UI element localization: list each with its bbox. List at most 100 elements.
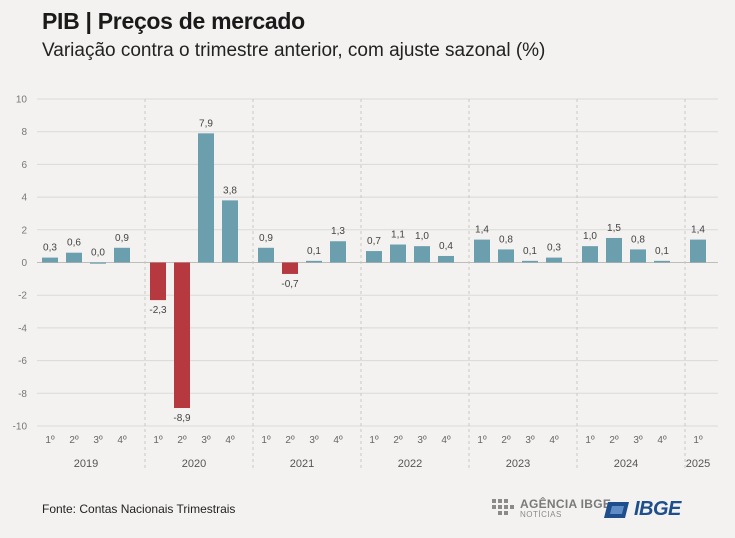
data-label: -0,7	[281, 279, 299, 290]
agencia-ibge-mark-icon	[492, 499, 514, 515]
year-label: 2023	[506, 458, 530, 470]
y-tick-label: 4	[21, 193, 27, 204]
quarter-label: 3º	[633, 435, 643, 446]
y-tick-label: -10	[13, 422, 28, 433]
bar	[546, 257, 562, 263]
agencia-ibge-logo: AGÊNCIA IBGE NOTÍCIAS	[490, 497, 611, 519]
bar	[114, 247, 130, 263]
data-label: 0,1	[655, 246, 669, 257]
quarter-label: 1º	[369, 435, 379, 446]
data-label: 0,1	[523, 246, 537, 257]
quarter-label: 2º	[609, 435, 619, 446]
data-label: 1,3	[331, 226, 345, 237]
y-tick-label: -8	[18, 389, 27, 400]
data-label: 1,4	[475, 225, 489, 236]
data-label: 0,0	[91, 248, 105, 259]
ibge-logo-text: IBGE	[634, 498, 681, 520]
quarter-label: 1º	[585, 435, 595, 446]
bar	[42, 257, 58, 263]
bar	[330, 241, 346, 263]
y-tick-label: 6	[21, 160, 27, 171]
y-tick-label: -2	[18, 291, 27, 302]
y-tick-label: -6	[18, 356, 27, 367]
quarter-label: 1º	[153, 435, 163, 446]
data-label: 0,9	[115, 233, 129, 244]
quarter-label: 4º	[333, 435, 343, 446]
bar	[606, 237, 622, 263]
data-label: 0,3	[547, 243, 561, 254]
quarter-label: 4º	[441, 435, 451, 446]
year-label: 2020	[182, 458, 206, 470]
chart-title: PIB | Preços de mercado	[42, 8, 305, 34]
quarter-label: 2º	[393, 435, 403, 446]
y-tick-label: 8	[21, 127, 27, 138]
bar	[414, 246, 430, 263]
quarter-label: 2º	[501, 435, 511, 446]
y-tick-label: -4	[18, 323, 27, 334]
quarter-label: 2º	[285, 435, 295, 446]
data-label: 0,9	[259, 233, 273, 244]
quarter-label: 3º	[93, 435, 103, 446]
quarter-label: 3º	[417, 435, 427, 446]
data-label: 0,6	[67, 238, 81, 249]
quarter-label: 4º	[117, 435, 127, 446]
data-label: -2,3	[149, 305, 167, 316]
year-label: 2024	[614, 458, 638, 470]
source-note: Fonte: Contas Nacionais Trimestrais	[42, 502, 236, 516]
quarter-label: 4º	[225, 435, 235, 446]
ibge-mark-icon	[604, 501, 629, 518]
data-label: 1,0	[583, 231, 597, 242]
data-label: -8,9	[173, 413, 191, 424]
quarter-label: 2º	[69, 435, 79, 446]
data-label: 1,4	[691, 225, 705, 236]
data-label: 1,1	[391, 230, 405, 241]
quarter-label: 4º	[657, 435, 667, 446]
y-tick-label: 10	[16, 95, 28, 106]
bar	[150, 262, 166, 301]
bar	[66, 252, 82, 263]
year-label: 2019	[74, 458, 98, 470]
data-label: 7,9	[199, 118, 213, 129]
bar	[306, 260, 322, 263]
bar	[498, 249, 514, 263]
quarter-label: 1º	[477, 435, 487, 446]
bar	[390, 244, 406, 263]
bar	[366, 251, 382, 263]
bar	[258, 247, 274, 263]
data-label: 1,0	[415, 231, 429, 242]
quarter-label: 1º	[693, 435, 703, 446]
bar	[582, 246, 598, 263]
bar	[282, 262, 298, 274]
data-label: 3,8	[223, 185, 237, 196]
year-label: 2025	[686, 458, 710, 470]
quarter-label: 3º	[201, 435, 211, 446]
year-label: 2021	[290, 458, 314, 470]
data-label: 0,3	[43, 243, 57, 254]
bar	[438, 255, 454, 263]
quarter-label: 1º	[261, 435, 271, 446]
ibge-logo: IBGE	[604, 498, 681, 521]
bar	[222, 200, 238, 263]
quarter-label: 2º	[177, 435, 187, 446]
quarter-label: 4º	[549, 435, 559, 446]
bar	[654, 260, 670, 263]
data-label: 0,1	[307, 246, 321, 257]
data-label: 0,8	[631, 234, 645, 245]
data-label: 0,8	[499, 234, 513, 245]
bar	[474, 239, 490, 263]
data-label: 0,4	[439, 241, 453, 252]
agencia-logo-sub: NOTÍCIAS	[520, 509, 562, 519]
quarter-label: 3º	[525, 435, 535, 446]
bar	[522, 260, 538, 263]
bar	[90, 262, 106, 264]
quarter-label: 1º	[45, 435, 55, 446]
data-label: 0,7	[367, 236, 381, 247]
quarter-label: 3º	[309, 435, 319, 446]
bar	[198, 133, 214, 263]
y-tick-label: 2	[21, 225, 27, 236]
chart-subtitle: Variação contra o trimestre anterior, co…	[42, 40, 546, 61]
y-tick-label: 0	[21, 258, 27, 269]
data-label: 1,5	[607, 223, 621, 234]
year-label: 2022	[398, 458, 422, 470]
